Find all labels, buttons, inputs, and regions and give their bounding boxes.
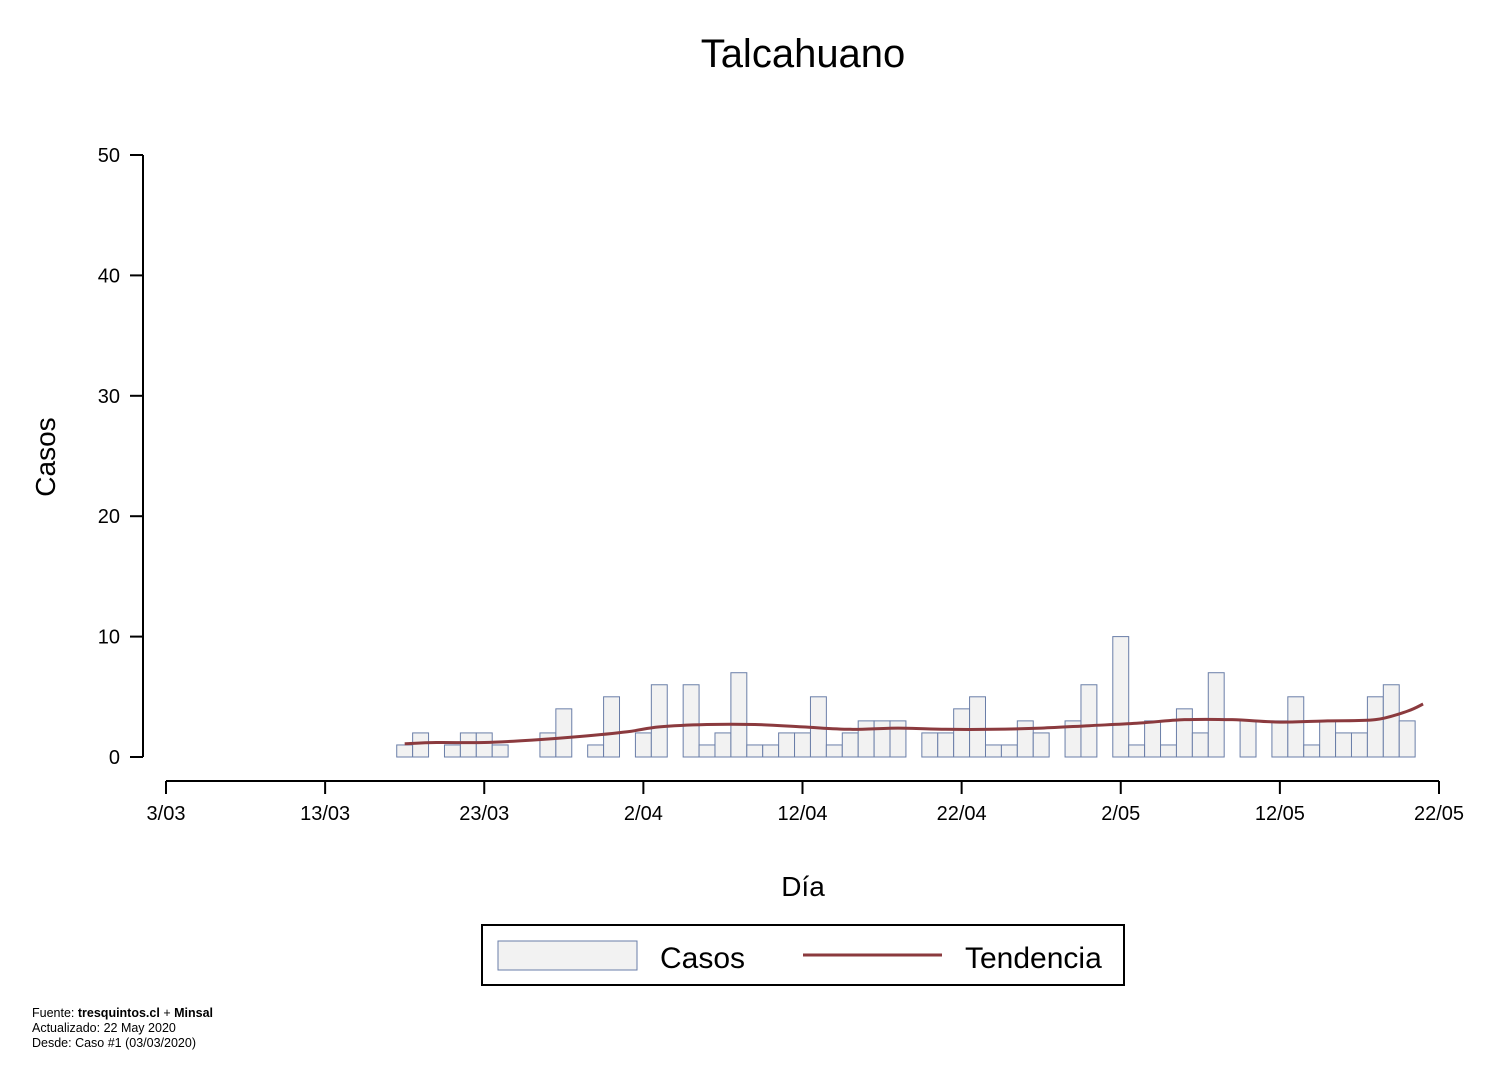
legend-label-casos: Casos — [660, 942, 745, 975]
bar — [937, 732, 955, 758]
source-org: Minsal — [174, 1006, 213, 1020]
bar — [841, 732, 859, 758]
bar — [746, 744, 764, 758]
y-axis-title: Casos — [30, 417, 61, 496]
bar — [1175, 708, 1193, 758]
bar — [634, 732, 652, 758]
x-tick-label: 13/03 — [300, 803, 350, 825]
bar — [857, 720, 875, 758]
footer-since: Desde: Caso #1 (03/03/2020) — [32, 1036, 196, 1050]
bar — [491, 744, 509, 758]
bar — [443, 744, 461, 758]
bar — [825, 744, 843, 758]
bar — [984, 744, 1002, 758]
bar — [730, 672, 748, 758]
x-tick-label: 22/04 — [937, 803, 987, 825]
y-tick-label: 0 — [109, 747, 120, 769]
bar — [1239, 720, 1257, 758]
bar — [1319, 720, 1337, 758]
trend-line — [404, 702, 1424, 746]
x-axis: 3/03 13/03 23/03 2/04 12/04 22/04 2/05 12/05 22/… — [147, 780, 1464, 825]
y-tick-label: 50 — [98, 145, 120, 167]
bar — [412, 732, 430, 758]
bar — [889, 720, 907, 758]
bar — [1080, 684, 1098, 758]
bar — [953, 708, 971, 758]
bar — [1128, 744, 1146, 758]
legend-label-tendencia: Tendencia — [965, 942, 1102, 975]
bar — [459, 732, 477, 758]
bar — [794, 732, 811, 758]
legend-swatch-casos — [497, 940, 638, 971]
x-tick-label: 12/05 — [1255, 803, 1305, 825]
bar — [969, 696, 986, 758]
bar — [1160, 744, 1177, 758]
x-tick-label: 3/03 — [147, 803, 186, 825]
y-axis: 0 10 20 30 40 50 — [98, 145, 144, 769]
bar — [1398, 720, 1416, 758]
bar — [1382, 684, 1400, 758]
bar — [762, 744, 780, 758]
legend: Casos Tendencia — [481, 924, 1125, 986]
bar — [1016, 720, 1034, 758]
bar — [555, 708, 573, 758]
bar — [1303, 744, 1321, 758]
x-tick-label: 12/04 — [777, 803, 827, 825]
bar — [396, 744, 414, 758]
bar — [1287, 696, 1305, 758]
bar — [1032, 732, 1050, 758]
bar — [1350, 732, 1368, 758]
bar — [1271, 720, 1289, 758]
bar — [1000, 744, 1018, 758]
bar — [1112, 636, 1130, 758]
bar — [603, 696, 621, 758]
bar — [921, 732, 939, 758]
bar — [778, 732, 796, 758]
bar — [475, 732, 493, 758]
x-tick-label: 2/05 — [1101, 803, 1140, 825]
x-axis-title: Día — [781, 871, 825, 902]
x-tick-label: 22/05 — [1414, 803, 1464, 825]
bar — [682, 684, 700, 758]
bar — [1207, 672, 1225, 758]
bar — [714, 732, 732, 758]
y-tick-label: 10 — [98, 627, 120, 649]
bar — [587, 744, 605, 758]
bar — [1335, 732, 1352, 758]
y-tick-label: 30 — [98, 386, 120, 408]
footer-notes: Fuente: tresquintos.cl + Minsal Actualiz… — [32, 1006, 213, 1051]
x-tick-label: 23/03 — [459, 803, 509, 825]
bar — [650, 684, 668, 758]
bar — [1191, 732, 1209, 758]
source-site: tresquintos.cl — [77, 1006, 160, 1020]
bar — [539, 732, 557, 758]
x-tick-label: 2/04 — [624, 803, 663, 825]
bar — [873, 720, 891, 758]
footer-updated: Actualizado: 22 May 2020 — [32, 1021, 176, 1035]
bar — [698, 744, 716, 758]
y-tick-label: 40 — [98, 265, 120, 287]
bar — [1366, 696, 1384, 758]
footer-source: Fuente: tresquintos.cl + Minsal — [32, 1006, 213, 1020]
chart-title: Talcahuano — [701, 32, 906, 76]
y-tick-label: 20 — [98, 506, 120, 528]
bar — [1144, 720, 1162, 758]
